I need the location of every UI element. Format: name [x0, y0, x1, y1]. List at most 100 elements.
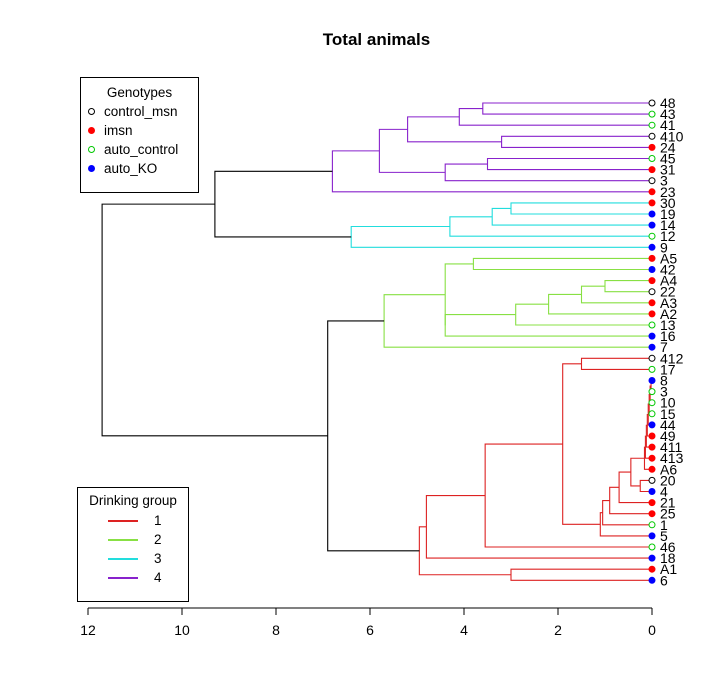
leaf-label: 4 — [660, 484, 668, 500]
dendrogram-branch — [618, 471, 652, 504]
dendrogram-branch — [580, 357, 652, 370]
dendrogram-branch — [458, 108, 652, 126]
leaf-marker — [648, 188, 656, 196]
dendrogram-branch — [486, 157, 652, 171]
genotype-legend: Genotypes control_msn imsn auto_control … — [80, 77, 199, 193]
leaf-marker — [648, 321, 656, 329]
leaf-marker — [648, 576, 656, 584]
leaf-marker — [648, 254, 656, 262]
genotype-legend-item: auto_KO — [81, 159, 198, 178]
leaf-marker — [648, 343, 656, 351]
control-msn-marker-icon — [88, 108, 95, 115]
genotype-legend-label: imsn — [104, 123, 133, 138]
leaf-label: 13 — [660, 317, 676, 333]
dendrogram-branch — [491, 207, 652, 226]
genotype-legend-item: imsn — [81, 121, 198, 140]
leaf-marker — [648, 454, 656, 462]
leaf-marker — [648, 210, 656, 218]
genotype-legend-label: auto_KO — [104, 161, 158, 176]
leaf-label: 10 — [660, 395, 676, 411]
leaf-marker — [648, 177, 656, 185]
leaf-label: 410 — [660, 128, 684, 144]
leaf-marker — [648, 132, 656, 140]
leaf-marker — [648, 266, 656, 273]
dendrogram-branch — [444, 263, 474, 326]
group-4-line-icon — [108, 576, 138, 579]
group-2-line-icon — [108, 538, 138, 541]
group-3-line-icon — [108, 557, 138, 560]
drinking-group-legend-label: 2 — [154, 532, 162, 547]
dendrogram-branch — [378, 128, 446, 173]
dendrogram-branch — [510, 568, 652, 581]
drinking-group-legend-title: Drinking group — [89, 493, 177, 508]
dendrogram-branch — [510, 202, 652, 215]
leaf-marker — [648, 543, 656, 551]
leaf-marker — [648, 310, 656, 318]
dendrogram-branch — [101, 203, 328, 437]
leaf-marker — [648, 199, 656, 207]
leaf-label: 3 — [660, 173, 668, 189]
leaf-label: 16 — [660, 328, 676, 344]
leaf-label: A5 — [660, 250, 677, 266]
leaf-label: 7 — [660, 339, 668, 355]
leaf-label: A2 — [660, 306, 677, 322]
x-tick-label: 8 — [272, 622, 280, 638]
leaf-marker — [648, 166, 656, 174]
leaf-marker — [648, 221, 656, 229]
leaf-marker — [648, 421, 656, 429]
leaf-marker — [648, 554, 656, 562]
x-tick-label: 12 — [80, 622, 96, 638]
leaf-label: 48 — [660, 95, 676, 111]
leaf-marker — [648, 354, 656, 362]
drinking-group-legend: Drinking group 1 2 3 4 — [77, 487, 189, 602]
leaf-marker — [648, 465, 656, 473]
leaf-label: 9 — [660, 239, 668, 255]
dendrogram-branch — [449, 216, 652, 237]
leaf-marker — [648, 510, 656, 518]
leaf-marker — [648, 277, 656, 285]
dendrogram-branch — [630, 457, 645, 487]
dendrogram-branch — [548, 293, 652, 315]
leaf-label: 41 — [660, 117, 676, 133]
leaf-marker — [648, 399, 656, 407]
leaf-label: 31 — [660, 162, 676, 178]
drinking-group-legend-item: 3 — [78, 549, 188, 568]
leaf-label: 19 — [660, 206, 676, 222]
leaf-marker — [648, 476, 656, 484]
leaf-label: A1 — [660, 561, 677, 577]
leaf-label: 30 — [660, 195, 676, 211]
leaf-label: 17 — [660, 361, 676, 377]
leaf-label: 24 — [660, 139, 676, 155]
genotype-legend-item: control_msn — [81, 102, 198, 121]
leaf-label: 413 — [660, 450, 684, 466]
genotype-legend-label: control_msn — [104, 104, 178, 119]
dendrogram-branch — [580, 285, 652, 304]
leaf-marker — [648, 388, 656, 396]
leaf-marker — [648, 488, 656, 495]
dendrogram-branch — [484, 443, 652, 548]
dendrogram-branch — [425, 494, 652, 559]
leaf-marker — [648, 110, 656, 118]
group-1-line-icon — [108, 519, 138, 522]
genotype-legend-label: auto_control — [104, 142, 179, 157]
dendrogram-branch — [444, 314, 652, 337]
leaf-marker — [648, 99, 656, 107]
leaf-label: 45 — [660, 151, 676, 167]
dendrogram-branch — [515, 303, 652, 326]
leaf-label: 49 — [660, 428, 676, 444]
leaf-marker — [648, 532, 656, 540]
leaf-marker — [648, 288, 656, 296]
leaf-marker — [648, 155, 656, 162]
leaf-label: 42 — [660, 262, 676, 278]
leaf-marker — [648, 121, 656, 129]
dendrogram-branch — [214, 170, 352, 238]
leaf-marker — [648, 410, 656, 418]
dendrogram-branch — [562, 363, 601, 525]
x-tick-label: 4 — [460, 622, 468, 638]
leaf-label: 14 — [660, 217, 676, 233]
leaf-label: 3 — [660, 384, 668, 400]
leaf-marker — [648, 243, 656, 251]
leaf-label: 15 — [660, 406, 676, 422]
dendrogram-branch — [472, 257, 652, 271]
dendrogram-branch — [444, 163, 652, 182]
